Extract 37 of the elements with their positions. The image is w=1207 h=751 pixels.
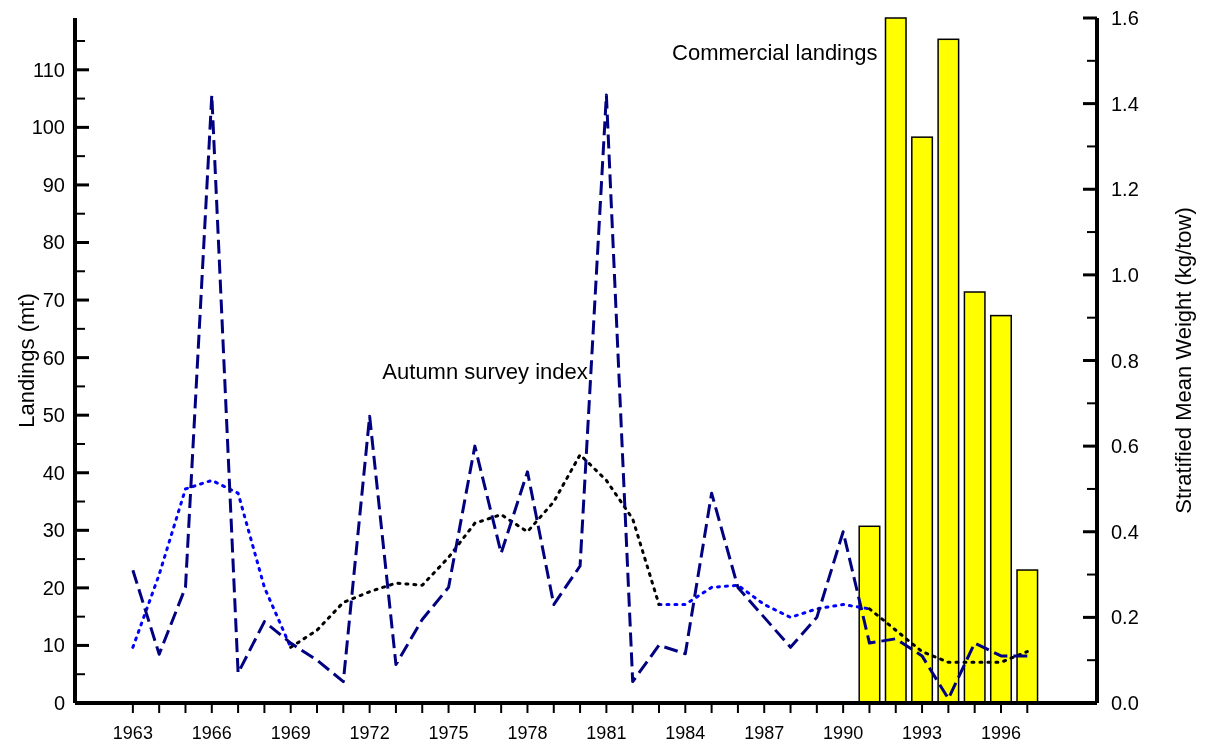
y-axis-title: Landings (mt) <box>14 293 39 428</box>
y2-tick-label: 0.2 <box>1111 606 1139 629</box>
x-tick-label: 1975 <box>428 723 469 743</box>
y-tick-label: 60 <box>42 346 65 369</box>
y2-tick-label: 0.0 <box>1111 692 1139 714</box>
x-tick-label: 1987 <box>744 723 785 743</box>
x-tick-label: 1969 <box>270 723 311 743</box>
y2-tick-label: 1.6 <box>1111 7 1139 29</box>
x-tick-label: 1996 <box>980 723 1022 743</box>
x-tick-label: 1990 <box>823 723 864 743</box>
annotation: Commercial landings <box>672 40 878 66</box>
y-tick-label: 30 <box>42 519 65 542</box>
y2-tick-label: 1.4 <box>1111 92 1139 115</box>
y-tick-label: 0 <box>53 692 65 714</box>
y-tick-label: 110 <box>33 58 65 81</box>
y-tick-label: 80 <box>42 231 65 254</box>
y-tick-label: 100 <box>31 116 65 139</box>
x-tick-label: 1993 <box>902 723 943 743</box>
x-tick-label: 1981 <box>586 723 627 743</box>
y-tick-label: 10 <box>42 634 65 657</box>
y2-tick-label: 0.4 <box>1111 520 1139 543</box>
y2-axis-title: Stratified Mean Weight (kg/tow) <box>1171 207 1196 514</box>
y2-tick-label: 1.0 <box>1111 263 1139 286</box>
y-tick-label: 50 <box>42 404 65 427</box>
y2-tick-label: 0.6 <box>1111 435 1139 458</box>
y-tick-label: 70 <box>42 289 65 312</box>
x-tick-label: 1972 <box>349 723 390 743</box>
annotation: Autumn survey index <box>382 359 588 385</box>
y-tick-label: 40 <box>42 461 65 484</box>
y2-tick-label: 0.8 <box>1111 349 1139 372</box>
x-tick-label: 1963 <box>112 723 153 743</box>
y-tick-label: 20 <box>42 576 65 599</box>
x-tick-label: 1978 <box>507 723 548 743</box>
y2-tick-label: 1.2 <box>1111 178 1139 201</box>
x-tick-label: 1984 <box>665 723 706 743</box>
y-tick-label: 90 <box>42 173 65 196</box>
x-tick-label: 1966 <box>191 723 232 743</box>
